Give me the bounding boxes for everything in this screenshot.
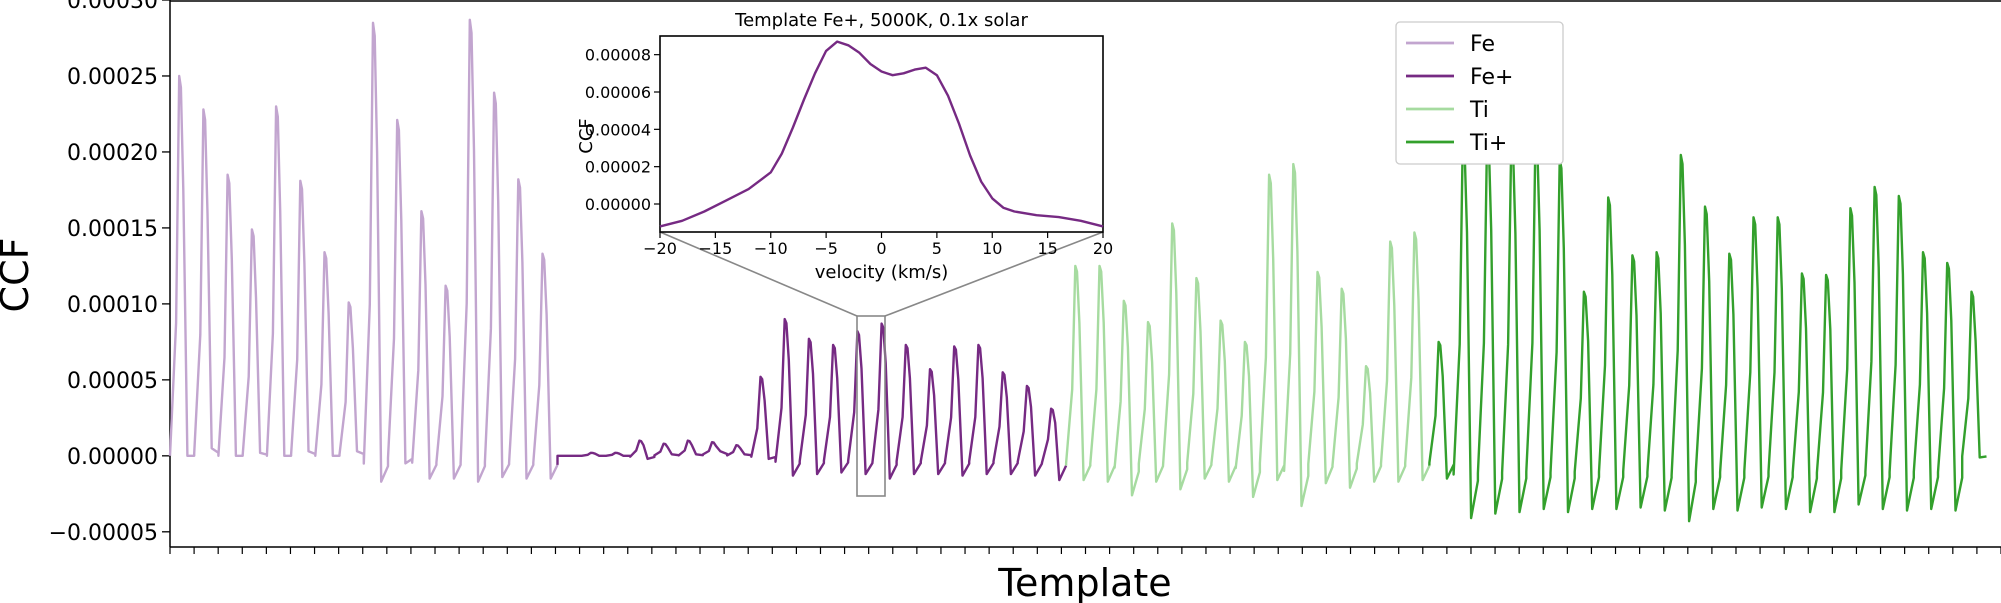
inset-y-tick-label: 0.00002 [585,158,651,177]
y-tick-label: −0.00005 [49,521,158,546]
zoom-box [856,315,886,497]
inset-x-tick-label: 0 [876,239,886,258]
series-line-fe-plus [556,317,1068,482]
inset-x-tick-label: −5 [814,239,838,258]
inset-y-tick-label: 0.00006 [585,83,651,102]
inset-y-tick-label: 0.00008 [585,46,651,65]
inset-y-tick-label: 0.00000 [585,195,651,214]
inset-x-tick-label: −20 [643,239,677,258]
inset-x-tick-label: 20 [1093,239,1113,258]
zoom-connector-left [659,231,858,317]
inset-x-axis-label: velocity (km/s) [815,262,949,283]
legend-label: Ti+ [1469,131,1507,156]
legend-label: Ti [1469,98,1489,123]
inset-y-tick-label: 0.00004 [585,120,651,139]
series-line-ti-plus [1428,132,1987,523]
series-line-fe [168,18,559,483]
inset-title: Template Fe+, 5000K, 0.1x solar [734,10,1028,31]
inset-x-tick-label: −10 [754,239,788,258]
inset-frame [659,35,1104,233]
zoom-connector-right [884,231,1104,317]
legend-label: Fe+ [1470,65,1513,90]
legend-box [1395,21,1564,165]
y-tick-label: 0.00015 [67,217,158,242]
legend-label: Fe [1470,32,1495,57]
inset-x-tick-label: 5 [932,239,942,258]
inset-x-tick-label: 10 [982,239,1002,258]
inset-x-tick-label: −15 [698,239,732,258]
y-tick-label: 0.00005 [67,369,158,394]
inset-series-line-fe-plus [659,40,1104,228]
inset-x-tick-label: 15 [1037,239,1057,258]
y-tick-label: 0.00010 [67,293,158,318]
y-tick-label: 0.00000 [67,445,158,470]
y-axis-label: CCF [0,238,37,313]
inset-y-axis-label: CCF [576,118,597,154]
series-line-ti [1064,162,1431,508]
y-tick-label: 0.00025 [67,65,158,90]
x-axis-label: Template [997,561,1171,603]
y-tick-label: 0.00030 [67,0,158,14]
y-tick-label: 0.00020 [67,141,158,166]
